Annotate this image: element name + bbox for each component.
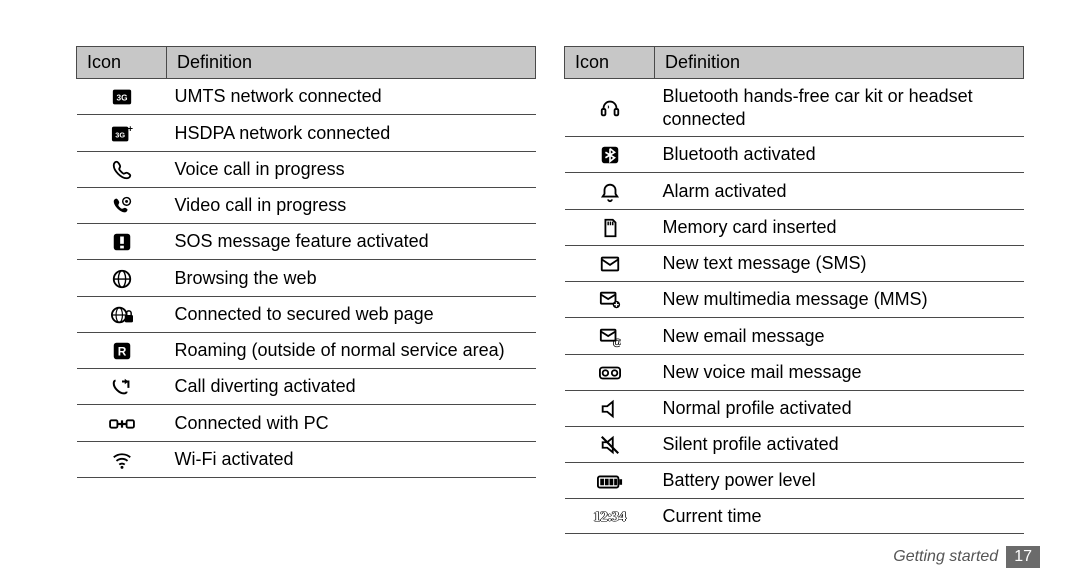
svg-text:3G: 3G (115, 130, 125, 139)
alarm-icon (565, 173, 655, 209)
page-footer: Getting started 17 (893, 546, 1040, 568)
definition-text: Connected with PC (167, 405, 536, 441)
definition-text: Roaming (outside of normal service area) (167, 332, 536, 368)
definition-text: Normal profile activated (655, 390, 1024, 426)
definition-text: Silent profile activated (655, 427, 1024, 463)
web-lock-icon (77, 296, 167, 332)
pc-connect-icon (77, 405, 167, 441)
table-row: Wi-Fi activated (77, 441, 536, 477)
table-row: 3G UMTS network connected (77, 79, 536, 115)
definition-text: Wi-Fi activated (167, 441, 536, 477)
table-row: @ New email message (565, 318, 1024, 354)
definition-text: HSDPA network connected (167, 115, 536, 151)
definition-text: New text message (SMS) (655, 245, 1024, 281)
table-row: New text message (SMS) (565, 245, 1024, 281)
table-row: Video call in progress (77, 187, 536, 223)
col-header-definition: Definition (167, 47, 536, 79)
right-column: Icon Definition Bluetooth hands-free car… (564, 46, 1024, 534)
svg-text:@: @ (612, 337, 621, 348)
table-row: New voice mail message (565, 354, 1024, 390)
definition-text: Alarm activated (655, 173, 1024, 209)
two-column-layout: Icon Definition 3G UMTS network connected… (0, 0, 1080, 534)
svg-text:R: R (117, 345, 126, 359)
table-row: Normal profile activated (565, 390, 1024, 426)
table-row: Call diverting activated (77, 369, 536, 405)
battery-icon (565, 463, 655, 499)
definition-text: UMTS network connected (167, 79, 536, 115)
footer-section-label: Getting started (893, 548, 998, 566)
web-icon (77, 260, 167, 296)
definition-text: Memory card inserted (655, 209, 1024, 245)
voice-call-icon (77, 151, 167, 187)
table-row: Bluetooth hands-free car kit or headset … (565, 79, 1024, 137)
definition-text: New multimedia message (MMS) (655, 282, 1024, 318)
definition-text: SOS message feature activated (167, 224, 536, 260)
wifi-icon (77, 441, 167, 477)
definition-text: New voice mail message (655, 354, 1024, 390)
definition-text: Browsing the web (167, 260, 536, 296)
definition-text: Call diverting activated (167, 369, 536, 405)
table-row: SOS message feature activated (77, 224, 536, 260)
memory-card-icon (565, 209, 655, 245)
definition-text: Voice call in progress (167, 151, 536, 187)
table-row: Bluetooth activated (565, 137, 1024, 173)
profile-normal-icon (565, 390, 655, 426)
table-row: Alarm activated (565, 173, 1024, 209)
svg-text:3G: 3G (116, 94, 127, 103)
icon-table-left: Icon Definition 3G UMTS network connected… (76, 46, 536, 478)
col-header-icon: Icon (565, 47, 655, 79)
table-header-row: Icon Definition (565, 47, 1024, 79)
table-row: Silent profile activated (565, 427, 1024, 463)
table-row: Connected with PC (77, 405, 536, 441)
table-row: 12:34Current time (565, 498, 1024, 534)
profile-silent-icon (565, 427, 655, 463)
table-row: Memory card inserted (565, 209, 1024, 245)
table-row: New multimedia message (MMS) (565, 282, 1024, 318)
definition-text: Bluetooth hands-free car kit or headset … (655, 79, 1024, 137)
bt-headset-icon (565, 79, 655, 137)
3g-plus-icon: 3G+ (77, 115, 167, 151)
col-header-icon: Icon (77, 47, 167, 79)
icon-table-right: Icon Definition Bluetooth hands-free car… (564, 46, 1024, 534)
call-divert-icon (77, 369, 167, 405)
definition-text: Current time (655, 498, 1024, 534)
voicemail-icon (565, 354, 655, 390)
manual-page: Icon Definition 3G UMTS network connected… (0, 0, 1080, 586)
table-row: R Roaming (outside of normal service area… (77, 332, 536, 368)
table-row: Voice call in progress (77, 151, 536, 187)
video-call-icon (77, 187, 167, 223)
footer-page-number: 17 (1006, 546, 1040, 568)
3g-icon: 3G (77, 79, 167, 115)
sms-icon (565, 245, 655, 281)
table-row: Battery power level (565, 463, 1024, 499)
svg-text:+: + (127, 123, 132, 133)
table-row: 3G+HSDPA network connected (77, 115, 536, 151)
bluetooth-icon (565, 137, 655, 173)
email-icon: @ (565, 318, 655, 354)
left-column: Icon Definition 3G UMTS network connected… (76, 46, 536, 534)
clock-icon: 12:34 (565, 498, 655, 534)
roaming-icon: R (77, 332, 167, 368)
table-header-row: Icon Definition (77, 47, 536, 79)
definition-text: Bluetooth activated (655, 137, 1024, 173)
definition-text: New email message (655, 318, 1024, 354)
definition-text: Battery power level (655, 463, 1024, 499)
table-row: Connected to secured web page (77, 296, 536, 332)
sos-icon (77, 224, 167, 260)
definition-text: Connected to secured web page (167, 296, 536, 332)
mms-icon (565, 282, 655, 318)
definition-text: Video call in progress (167, 187, 536, 223)
table-row: Browsing the web (77, 260, 536, 296)
col-header-definition: Definition (655, 47, 1024, 79)
